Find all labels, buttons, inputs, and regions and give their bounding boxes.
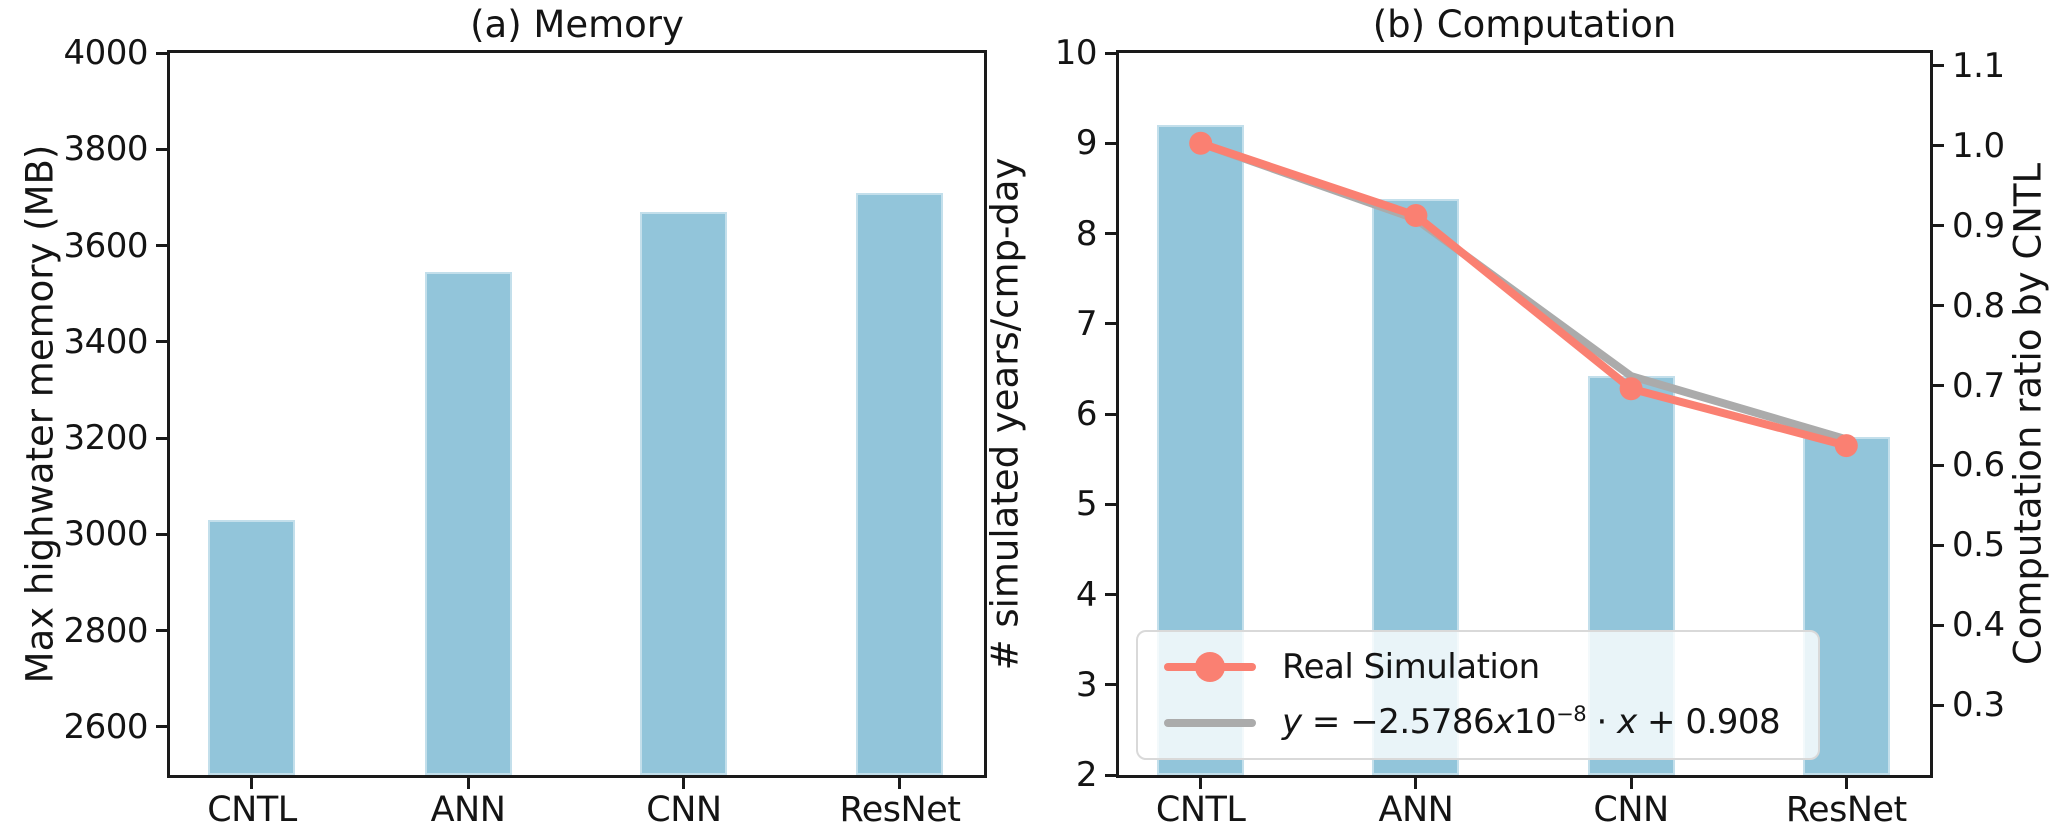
x-tick-mark <box>250 775 254 789</box>
y-tick-label-left: 7 <box>1075 303 1098 344</box>
y-tick-mark-left <box>1105 773 1119 777</box>
panel-b-title: (b) Computation <box>1372 3 1677 46</box>
y-tick-label-left: 10 <box>1054 33 1098 73</box>
x-tick-label: CNN <box>646 790 722 830</box>
y-tick-mark-left <box>1105 683 1119 687</box>
x-tick-mark <box>898 775 902 789</box>
y-tick-label-right: 0.9 <box>1952 205 2005 246</box>
panel-a-plot-frame <box>167 50 987 778</box>
y-tick-mark-left <box>1105 322 1119 326</box>
y-tick-mark-right <box>1930 224 1944 228</box>
x-tick-label: ANN <box>430 790 506 830</box>
y-tick-mark-right <box>1930 384 1944 388</box>
y-tick-mark-right <box>1930 304 1944 308</box>
bar-cntl-memory <box>208 519 296 775</box>
x-tick-mark <box>1844 775 1848 789</box>
y-tick-label-right: 0.3 <box>1952 685 2005 726</box>
y-tick-label-right: 0.6 <box>1952 445 2005 486</box>
panel-a-title: (a) Memory <box>470 3 684 46</box>
real-simulation-marker <box>1834 434 1858 458</box>
y-tick-mark <box>156 244 170 248</box>
y-tick-label-left: 9 <box>1075 123 1098 164</box>
x-tick-mark <box>1414 775 1418 789</box>
panel-a-ylabel: Max highwater memory (MB) <box>18 144 62 684</box>
computation-lines-chart <box>1189 131 1858 458</box>
y-tick-mark-left <box>1105 141 1119 145</box>
x-tick-label: ResNet <box>1785 790 1907 830</box>
y-tick-mark-right <box>1930 144 1944 148</box>
y-tick-label-right: 0.5 <box>1952 525 2005 566</box>
y-tick-label-right: 0.7 <box>1952 365 2005 406</box>
y-tick-mark <box>156 51 170 55</box>
y-tick-label-left: 3 <box>1075 664 1098 705</box>
y-tick-label: 3600 <box>63 225 148 266</box>
y-tick-mark <box>156 147 170 151</box>
legend-orange-line-marker-icon <box>1164 651 1256 683</box>
x-tick-mark <box>1629 775 1633 789</box>
y-tick-label-right: 1.1 <box>1952 45 2005 86</box>
y-tick-mark-left <box>1105 593 1119 596</box>
x-tick-label: CNTL <box>207 790 297 830</box>
real-simulation-line <box>1196 139 1851 450</box>
real-simulation-marker <box>1619 377 1643 401</box>
y-tick-label: 2800 <box>63 610 148 651</box>
y-tick-mark <box>156 629 170 633</box>
real-simulation-marker <box>1189 131 1213 155</box>
y-tick-mark-right <box>1930 64 1944 68</box>
legend-label-fit-equation: y = −2.5786x10−8 · x + 0.908 <box>1282 701 1781 742</box>
bar-resnet-memory <box>856 192 944 775</box>
y-tick-mark <box>156 532 170 536</box>
y-tick-label-right: 1.0 <box>1952 125 2005 166</box>
y-tick-mark <box>156 725 170 729</box>
y-tick-label-left: 5 <box>1075 484 1098 525</box>
legend: Real Simulation y = −2.5786x10−8 · x + 0… <box>1136 630 1820 760</box>
y-tick-label: 3400 <box>63 321 148 362</box>
legend-item-fit-equation: y = −2.5786x10−8 · x + 0.908 <box>1164 701 1792 742</box>
legend-label-real-simulation: Real Simulation <box>1282 646 1540 687</box>
y-tick-label-left: 2 <box>1075 755 1098 795</box>
legend-gray-line-icon <box>1164 707 1256 739</box>
y-tick-mark-left <box>1105 412 1119 416</box>
y-tick-mark-left <box>1105 502 1119 506</box>
y-tick-label-left: 6 <box>1075 394 1098 434</box>
y-tick-label: 2600 <box>63 706 148 747</box>
x-tick-mark <box>1199 775 1203 789</box>
x-tick-mark <box>466 775 470 789</box>
x-tick-label: CNN <box>1593 790 1669 830</box>
y-tick-label-left: 4 <box>1075 574 1098 615</box>
y-tick-label-right: 0.8 <box>1952 285 2005 326</box>
x-tick-label: CNTL <box>1155 790 1246 830</box>
y-tick-mark-right <box>1930 463 1944 467</box>
y-tick-mark <box>156 340 170 344</box>
y-tick-label: 3000 <box>63 514 148 555</box>
y-tick-label-right: 0.4 <box>1952 605 2005 646</box>
y-tick-label-left: 8 <box>1075 213 1098 254</box>
fit-line <box>1196 139 1851 444</box>
y-tick-label: 3200 <box>63 418 148 459</box>
y-tick-label: 4000 <box>63 33 148 73</box>
y-tick-mark-right <box>1930 543 1944 547</box>
x-tick-label: ANN <box>1378 790 1454 830</box>
x-tick-mark <box>682 775 686 789</box>
legend-item-real-simulation: Real Simulation <box>1164 646 1792 687</box>
real-simulation-marker <box>1404 204 1428 227</box>
bar-ann-memory <box>424 272 512 775</box>
bar-cnn-memory <box>640 211 728 775</box>
y-tick-label: 3800 <box>63 129 148 170</box>
y-tick-mark-left <box>1105 51 1119 55</box>
y-tick-mark-right <box>1930 623 1944 627</box>
x-tick-label: ResNet <box>839 790 961 830</box>
y-tick-mark <box>156 436 170 440</box>
y-tick-mark-left <box>1105 232 1119 235</box>
y-tick-mark-right <box>1930 703 1944 707</box>
